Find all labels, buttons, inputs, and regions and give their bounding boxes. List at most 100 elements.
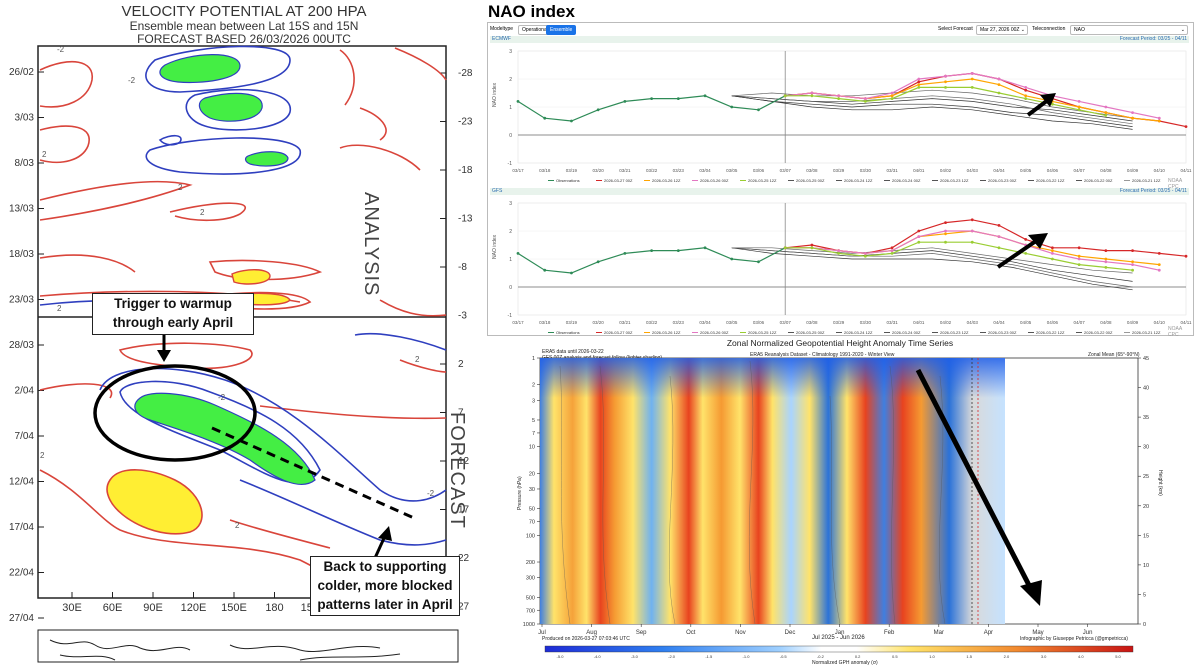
nao-series-point xyxy=(1051,249,1054,253)
nao-x-tick-label: 04/04 xyxy=(993,320,1005,325)
nao-series-point xyxy=(1077,257,1081,261)
colorbar-tick-label: -1.0 xyxy=(743,654,751,659)
vp-left-tick-label: 22/04 xyxy=(9,568,34,579)
nao-x-tick-label: 04/06 xyxy=(1047,168,1059,173)
nao-series-point xyxy=(570,271,573,275)
nao-x-tick-label: 04/07 xyxy=(1073,320,1085,325)
zonal-pressure-tick-label: 5 xyxy=(532,418,535,424)
nao-series-point xyxy=(1077,263,1081,266)
ecmwf-annotation-arrow xyxy=(1026,98,1050,117)
nao-series-point xyxy=(997,83,1001,86)
colorbar-tick-label: -4.0 xyxy=(594,654,602,659)
nao-legend-label: 2026-03-22 12Z xyxy=(1036,178,1065,183)
nao-series-point xyxy=(917,240,921,244)
zonal-produced: Produced on 2026-03-27 07:03:46 UTC xyxy=(542,636,630,642)
vp-x-tick-label: 90E xyxy=(143,602,163,614)
nao-x-tick-label: 03/17 xyxy=(512,168,524,173)
zonal-height-tick-label: 20 xyxy=(1143,504,1149,510)
nao-series-point xyxy=(917,77,921,81)
zonal-pressure-tick-label: 70 xyxy=(529,520,535,526)
zonal-header-right: Zonal Mean (65°-90°N) xyxy=(1088,352,1140,358)
nao-series-point xyxy=(1077,105,1081,109)
nao-x-tick-label: 03/31 xyxy=(886,168,898,173)
gfs-model-label: GFS xyxy=(492,188,503,194)
colorbar-tick-label: 4.0 xyxy=(1078,654,1084,659)
nao-title: NAO index xyxy=(488,2,575,21)
nao-y-tick-label: 0 xyxy=(509,133,512,139)
nao-legend-label: 2026-03-26 12Z xyxy=(652,330,681,335)
vp-right-tick-label: 7 xyxy=(458,408,464,419)
nao-y-tick-label: 1 xyxy=(509,257,512,263)
nao-series-point xyxy=(1077,100,1081,103)
zonal-header-center: ERA5 Reanalysis Dataset - Climatology 19… xyxy=(750,352,895,358)
nao-x-tick-label: 03/29 xyxy=(833,168,845,173)
nao-series-point xyxy=(997,77,1001,81)
nao-x-tick-label: 03/30 xyxy=(860,168,872,173)
nao-series-point xyxy=(1104,114,1108,117)
nao-series-point xyxy=(757,108,760,112)
nao-y-tick-label: 3 xyxy=(509,201,512,207)
nao-series-point xyxy=(890,252,894,255)
colorbar-tick-label: -1.5 xyxy=(705,654,713,659)
nao-legend-label: 2026-03-22 00Z xyxy=(1084,178,1113,183)
nao-legend-label: 2026-03-26 12Z xyxy=(652,178,681,183)
zonal-pressure-tick-label: 700 xyxy=(526,608,535,614)
nao-series-point xyxy=(810,243,814,247)
nao-legend-label: 2026-03-26 00Z xyxy=(700,178,729,183)
vp-left-tick-label: 8/03 xyxy=(15,158,35,169)
nao-series-point xyxy=(944,221,947,225)
zonal-pressure-tick-label: 1000 xyxy=(523,622,535,628)
zonal-pressure-tick-label: 2 xyxy=(532,383,535,389)
ensemble-button[interactable]: Ensemble xyxy=(546,25,577,35)
colorbar-tick-label: 1.0 xyxy=(929,654,935,659)
vp-left-tick-label: 23/03 xyxy=(9,295,34,306)
nao-series-point xyxy=(1104,111,1108,114)
nao-x-tick-label: 03/08 xyxy=(806,168,818,173)
zonal-month-label: Mar xyxy=(934,630,944,636)
vp-x-tick-label: 150E xyxy=(221,602,247,614)
nao-series-point xyxy=(1024,86,1028,89)
svg-text:-2: -2 xyxy=(128,76,136,85)
teleconnection-dropdown[interactable]: NAO ⌄ xyxy=(1070,25,1188,35)
colorbar-tick-label: -0.5 xyxy=(780,654,788,659)
colorbar-ticks: -5.0 -4.0 -3.0 -2.0 -1.5 -1.0 -0.5 -0.2 0.2 0.5 1.… xyxy=(557,654,1122,659)
nao-series-point xyxy=(676,249,680,253)
nao-x-tick-label: 03/21 xyxy=(619,168,631,173)
nao-x-tick-label: 04/08 xyxy=(1100,320,1112,325)
nao-y-tick-label: -1 xyxy=(508,313,513,319)
nao-series-point xyxy=(837,94,841,98)
vp-left-tick-label: 13/03 xyxy=(9,204,34,215)
vp-right-tick-label: 12 xyxy=(458,456,470,467)
select-forecast-dropdown[interactable]: Mar 27, 2026 00Z ⌄ xyxy=(976,25,1028,35)
zonal-pressure-tick-label: 100 xyxy=(526,533,535,539)
nao-series-point xyxy=(890,97,894,100)
nao-x-tick-label: 04/05 xyxy=(1020,168,1032,173)
nao-series-point xyxy=(997,91,1001,95)
nao-series-point xyxy=(1104,257,1108,261)
nao-x-tick-label: 04/06 xyxy=(1047,320,1059,325)
nao-legend-label: 2026-03-27 00Z xyxy=(604,178,633,183)
teleconnection-label: Teleconnection xyxy=(1032,26,1066,32)
nao-ensemble-line xyxy=(731,95,1133,127)
svg-text:2: 2 xyxy=(235,521,240,530)
nao-legend-label: 2026-03-21 12Z xyxy=(1132,330,1161,335)
callout-warmup: Trigger to warmup through early April xyxy=(92,293,254,335)
zonal-pressure-tick-label: 3 xyxy=(532,398,535,404)
nao-legend-label: 2026-03-23 00Z xyxy=(988,178,1017,183)
zonal-pressure-tick-label: 10 xyxy=(529,445,535,451)
nao-series-point xyxy=(570,119,573,123)
vp-left-tick-label: 27/04 xyxy=(9,613,34,624)
nao-series-point xyxy=(1051,252,1054,255)
nao-series-point xyxy=(1157,119,1161,123)
nao-series-point xyxy=(730,257,734,261)
nao-legend-label: 2026-03-24 00Z xyxy=(892,178,921,183)
zonal-height-tick-label: 0 xyxy=(1143,622,1146,628)
zonal-period: Jul 2025 - Jun 2026 xyxy=(812,635,865,641)
ecmwf-period: Forecast Period: 03/25 - 04/11 xyxy=(1119,36,1187,42)
nao-series-point xyxy=(917,86,921,89)
nao-series-point xyxy=(970,86,974,89)
nao-series-point xyxy=(917,80,921,84)
nao-x-tick-label: 03/30 xyxy=(860,320,872,325)
nao-series-point xyxy=(1077,254,1081,258)
nao-series-point xyxy=(1104,105,1108,109)
